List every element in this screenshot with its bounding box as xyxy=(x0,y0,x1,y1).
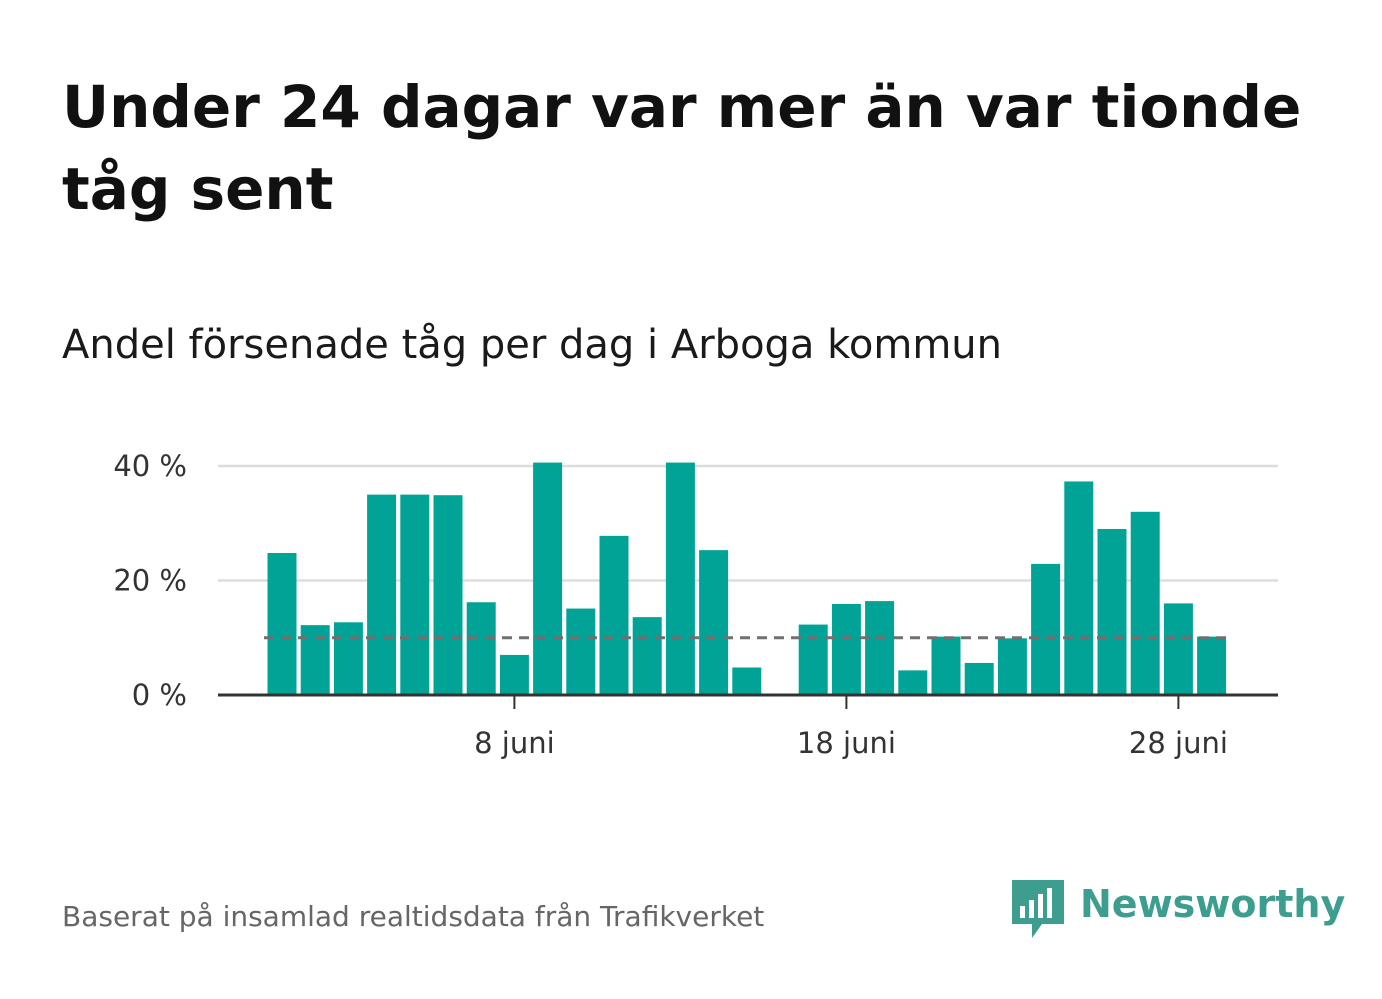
x-tick-label: 18 juni xyxy=(797,726,896,760)
chart-subtitle: Andel försenade tåg per dag i Arboga kom… xyxy=(62,322,1002,368)
bar xyxy=(300,625,330,695)
bar xyxy=(898,670,928,695)
axes: 0 % 20 % 40 % 8 juni 18 juni 28 juni xyxy=(113,449,1278,760)
bar xyxy=(1197,636,1227,695)
source-note: Baserat på insamlad realtidsdata från Tr… xyxy=(62,900,765,933)
brand-name: Newsworthy xyxy=(1080,882,1346,926)
bar xyxy=(1130,511,1160,695)
x-tick-label: 8 juni xyxy=(474,726,555,760)
bar xyxy=(533,462,563,695)
bar xyxy=(599,535,629,695)
bar xyxy=(831,603,861,695)
bar xyxy=(400,494,430,695)
bar xyxy=(997,638,1027,695)
bar xyxy=(1163,603,1193,695)
bar xyxy=(931,636,961,695)
bar xyxy=(466,602,496,695)
bar xyxy=(1031,563,1061,695)
bar xyxy=(499,654,529,695)
bar xyxy=(665,462,695,695)
bars xyxy=(267,462,1227,695)
bar xyxy=(333,622,363,695)
newsworthy-logo-icon xyxy=(1012,880,1064,938)
x-tick-label: 28 juni xyxy=(1129,726,1228,760)
bar xyxy=(433,495,463,695)
bar xyxy=(367,494,397,695)
bar xyxy=(632,617,662,695)
y-tick-label: 20 % xyxy=(113,564,187,598)
bar xyxy=(699,550,729,695)
y-tick-label: 0 % xyxy=(132,678,187,712)
bar xyxy=(798,624,828,695)
bar xyxy=(865,601,895,695)
y-tick-label: 40 % xyxy=(113,449,187,483)
chart-title: Under 24 dagar var mer än var tionde tåg… xyxy=(62,73,1302,223)
bar xyxy=(732,667,762,695)
bar xyxy=(267,553,297,695)
bar xyxy=(1097,528,1127,695)
bar xyxy=(964,662,994,695)
bar xyxy=(1064,481,1094,695)
bar xyxy=(566,608,596,695)
